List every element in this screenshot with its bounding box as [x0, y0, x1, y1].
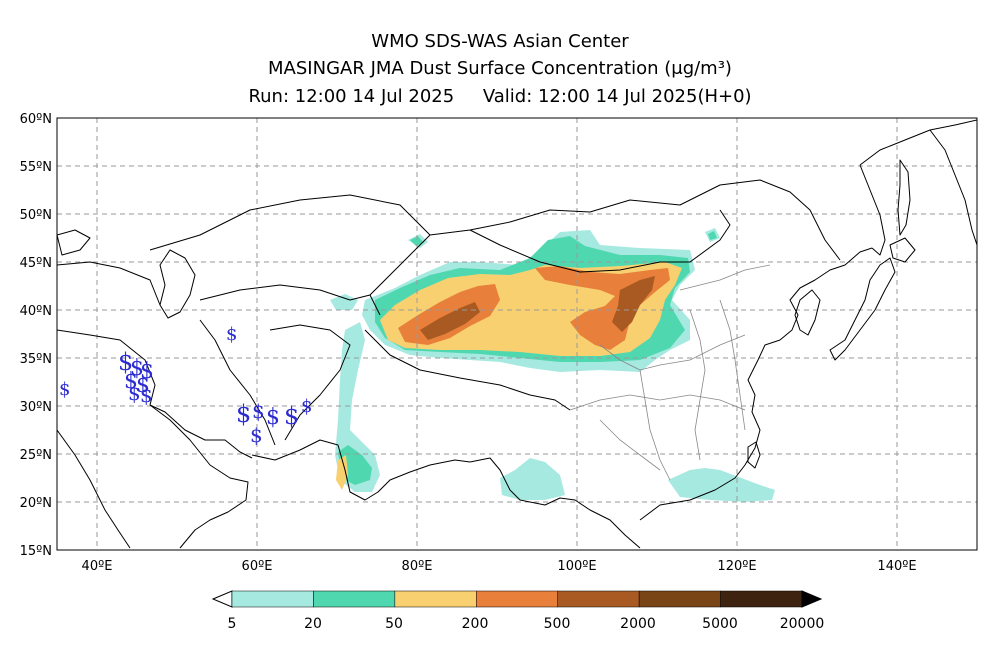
border-turkey — [57, 261, 161, 306]
dust-symbol: $ — [59, 379, 70, 400]
dust-band-5-20 — [330, 294, 358, 310]
colorbar-label: 20 — [304, 616, 322, 632]
run-valid-time: Run: 12:00 14 Jul 2025 Valid: 12:00 14 J… — [248, 86, 752, 107]
lat-tick-label: 35ºN — [20, 352, 52, 367]
colorbar-swatch — [638, 590, 721, 608]
latitude-labels: 60ºN 55ºN 50ºN 45ºN 40ºN 35ºN 30ºN 25ºN … — [20, 112, 52, 559]
dust-contours — [330, 228, 775, 502]
korea — [794, 289, 821, 336]
coastline-indochina — [639, 247, 873, 521]
border-afghanistan-pakistan — [269, 324, 351, 441]
caspian-sea — [159, 249, 196, 319]
lat-tick-label: 50ºN — [20, 208, 52, 223]
lat-tick-label: 45ºN — [20, 256, 52, 271]
dust-band-20-50 — [410, 236, 424, 246]
colorbar-labels: 5 20 50 200 500 2000 5000 20000 — [228, 616, 825, 632]
lat-tick-label: 15ºN — [20, 544, 52, 559]
dust-symbol: $ — [124, 369, 138, 394]
gridlines — [57, 118, 977, 550]
dust-band-5-20 — [668, 468, 775, 502]
taiwan — [747, 441, 761, 469]
coastline-arabia-east — [149, 404, 249, 549]
dust-symbol: $ — [266, 405, 280, 430]
chart-title: WMO SDS-WAS Asian Center — [371, 31, 629, 52]
coastline-russia-east — [859, 119, 977, 166]
colorbar-label: 200 — [462, 616, 489, 632]
map-frame — [56, 117, 978, 551]
coastlines-borders — [57, 119, 977, 549]
border-india-china — [364, 329, 571, 411]
coastline-india — [251, 439, 471, 501]
colorbar-label: 2000 — [620, 616, 656, 632]
dust-symbol: $ — [140, 383, 153, 407]
dust-symbol: $ — [118, 348, 133, 376]
longitude-labels: 40ºE 60ºE 80ºE 100ºE 120ºE 140ºE — [82, 559, 917, 574]
colorbar-label: 5 — [228, 616, 237, 632]
lat-tick-label: 60ºN — [20, 112, 52, 127]
dust-band-5-20 — [500, 458, 565, 500]
border-iran-afghanistan — [199, 319, 276, 446]
colorbar-label: 20000 — [780, 616, 825, 632]
border-mongolia — [469, 209, 731, 273]
chart-subtitle: MASINGAR JMA Dust Surface Concentration … — [268, 58, 732, 79]
dust-band-500-2000 — [612, 276, 655, 332]
lon-tick-label: 40ºE — [82, 559, 113, 574]
dust-band-50-200 — [336, 455, 348, 490]
dust-symbol: $ — [226, 324, 237, 345]
colorbar-swatch — [720, 590, 803, 608]
lon-tick-label: 60ºE — [242, 559, 273, 574]
sakhalin — [897, 159, 911, 236]
dust-symbol: $ — [140, 359, 154, 384]
lon-tick-label: 100ºE — [557, 559, 596, 574]
dust-symbol: $ — [250, 423, 263, 447]
japan — [829, 257, 896, 361]
colorbar: 5 20 50 200 500 2000 5000 20000 — [211, 590, 825, 632]
dust-symbol: $ — [130, 356, 144, 381]
lon-tick-label: 80ºE — [402, 559, 433, 574]
border-kazakhstan — [149, 194, 431, 296]
colorbar-under-arrow — [211, 590, 233, 608]
colorbar-label: 5000 — [702, 616, 738, 632]
dust-band-500-2000 — [420, 302, 480, 340]
dust-observation-symbols: $ $ $ $ $ $ $ $ $ $ $ $ $ $ $ — [59, 324, 312, 447]
coastline-okhotsk — [859, 164, 886, 256]
colorbar-over-arrow — [801, 590, 823, 608]
dust-symbol: $ — [301, 396, 312, 417]
dust-symbol: $ — [128, 381, 141, 405]
dust-band-20-50 — [708, 231, 717, 240]
coastline-bay-of-bengal — [469, 457, 641, 549]
coastline-arabia — [57, 429, 131, 549]
lat-tick-label: 40ºN — [20, 304, 52, 319]
dust-symbol: $ — [284, 402, 299, 430]
border-central-asia — [199, 284, 381, 316]
province-borders — [569, 264, 771, 481]
dust-symbol: $ — [136, 373, 150, 398]
colorbar-label: 50 — [385, 616, 403, 632]
kamchatka-coast — [929, 129, 977, 246]
colorbar-label: 500 — [544, 616, 571, 632]
lon-tick-label: 140ºE — [877, 559, 916, 574]
lat-tick-label: 20ºN — [20, 496, 52, 511]
colorbar-swatch — [231, 590, 314, 608]
colorbar-swatch — [313, 590, 396, 608]
black-sea — [57, 229, 91, 256]
lat-tick-label: 55ºN — [20, 160, 52, 175]
border-russia-china — [429, 179, 841, 261]
colorbar-swatch — [557, 590, 640, 608]
dust-symbol: $ — [252, 399, 265, 423]
lat-tick-label: 25ºN — [20, 448, 52, 463]
colorbar-swatch — [476, 590, 558, 608]
lon-tick-label: 120ºE — [717, 559, 756, 574]
lat-tick-label: 30ºN — [20, 400, 52, 415]
hokkaido — [889, 237, 916, 263]
persian-gulf — [149, 404, 253, 459]
border-middle-east — [57, 329, 156, 406]
colorbar-swatch — [394, 590, 477, 608]
dust-symbol: $ — [236, 400, 251, 428]
